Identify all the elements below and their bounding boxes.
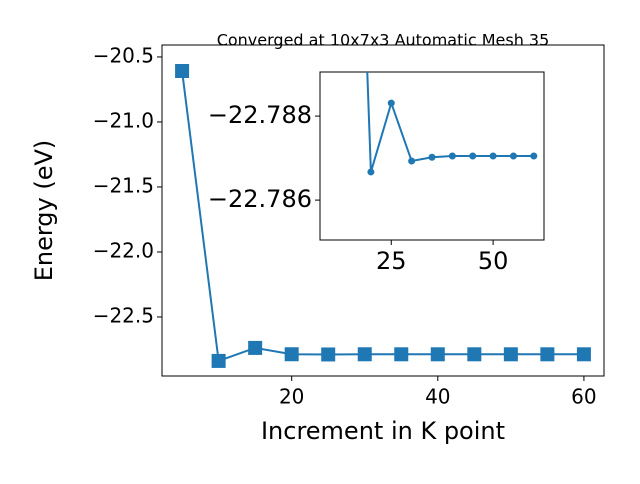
y-tick-label: −21.0 [93,108,154,132]
marker [357,347,372,362]
y-tick-label: −22.786 [208,185,312,213]
marker [503,347,518,362]
line [366,72,534,173]
marker [540,347,555,362]
marker [469,152,477,160]
marker [489,152,497,160]
y-tick-label: −21.5 [93,173,154,197]
marker [530,152,538,160]
chart-title: Converged at 10x7x3 Automatic Mesh 35 [217,31,550,50]
x-tick-label: 20 [279,385,304,409]
marker [430,347,445,362]
marker [428,153,436,161]
marker [509,152,517,160]
marker [448,152,456,160]
y-tick-label: −20.5 [93,43,154,67]
x-tick-label: 50 [478,247,509,275]
marker [387,99,395,107]
series [175,64,591,368]
x-tick-label: 25 [376,247,407,275]
marker [321,347,336,362]
marker [408,157,416,165]
x-tick-label: 60 [571,385,596,409]
marker [576,347,591,362]
marker [175,64,190,79]
marker [248,340,263,355]
y-tick-label: −22.0 [93,238,154,262]
marker [394,347,409,362]
marker [467,347,482,362]
x-tick-label: 40 [425,385,450,409]
x-axis-label: Increment in K point [261,417,505,445]
marker [284,347,299,362]
y-tick-label: −22.788 [208,101,312,129]
marker [367,168,375,176]
y-tick-label: −22.5 [93,303,154,327]
marker [211,353,226,368]
series [366,72,538,176]
y-axis-label: Energy (eV) [30,140,58,282]
